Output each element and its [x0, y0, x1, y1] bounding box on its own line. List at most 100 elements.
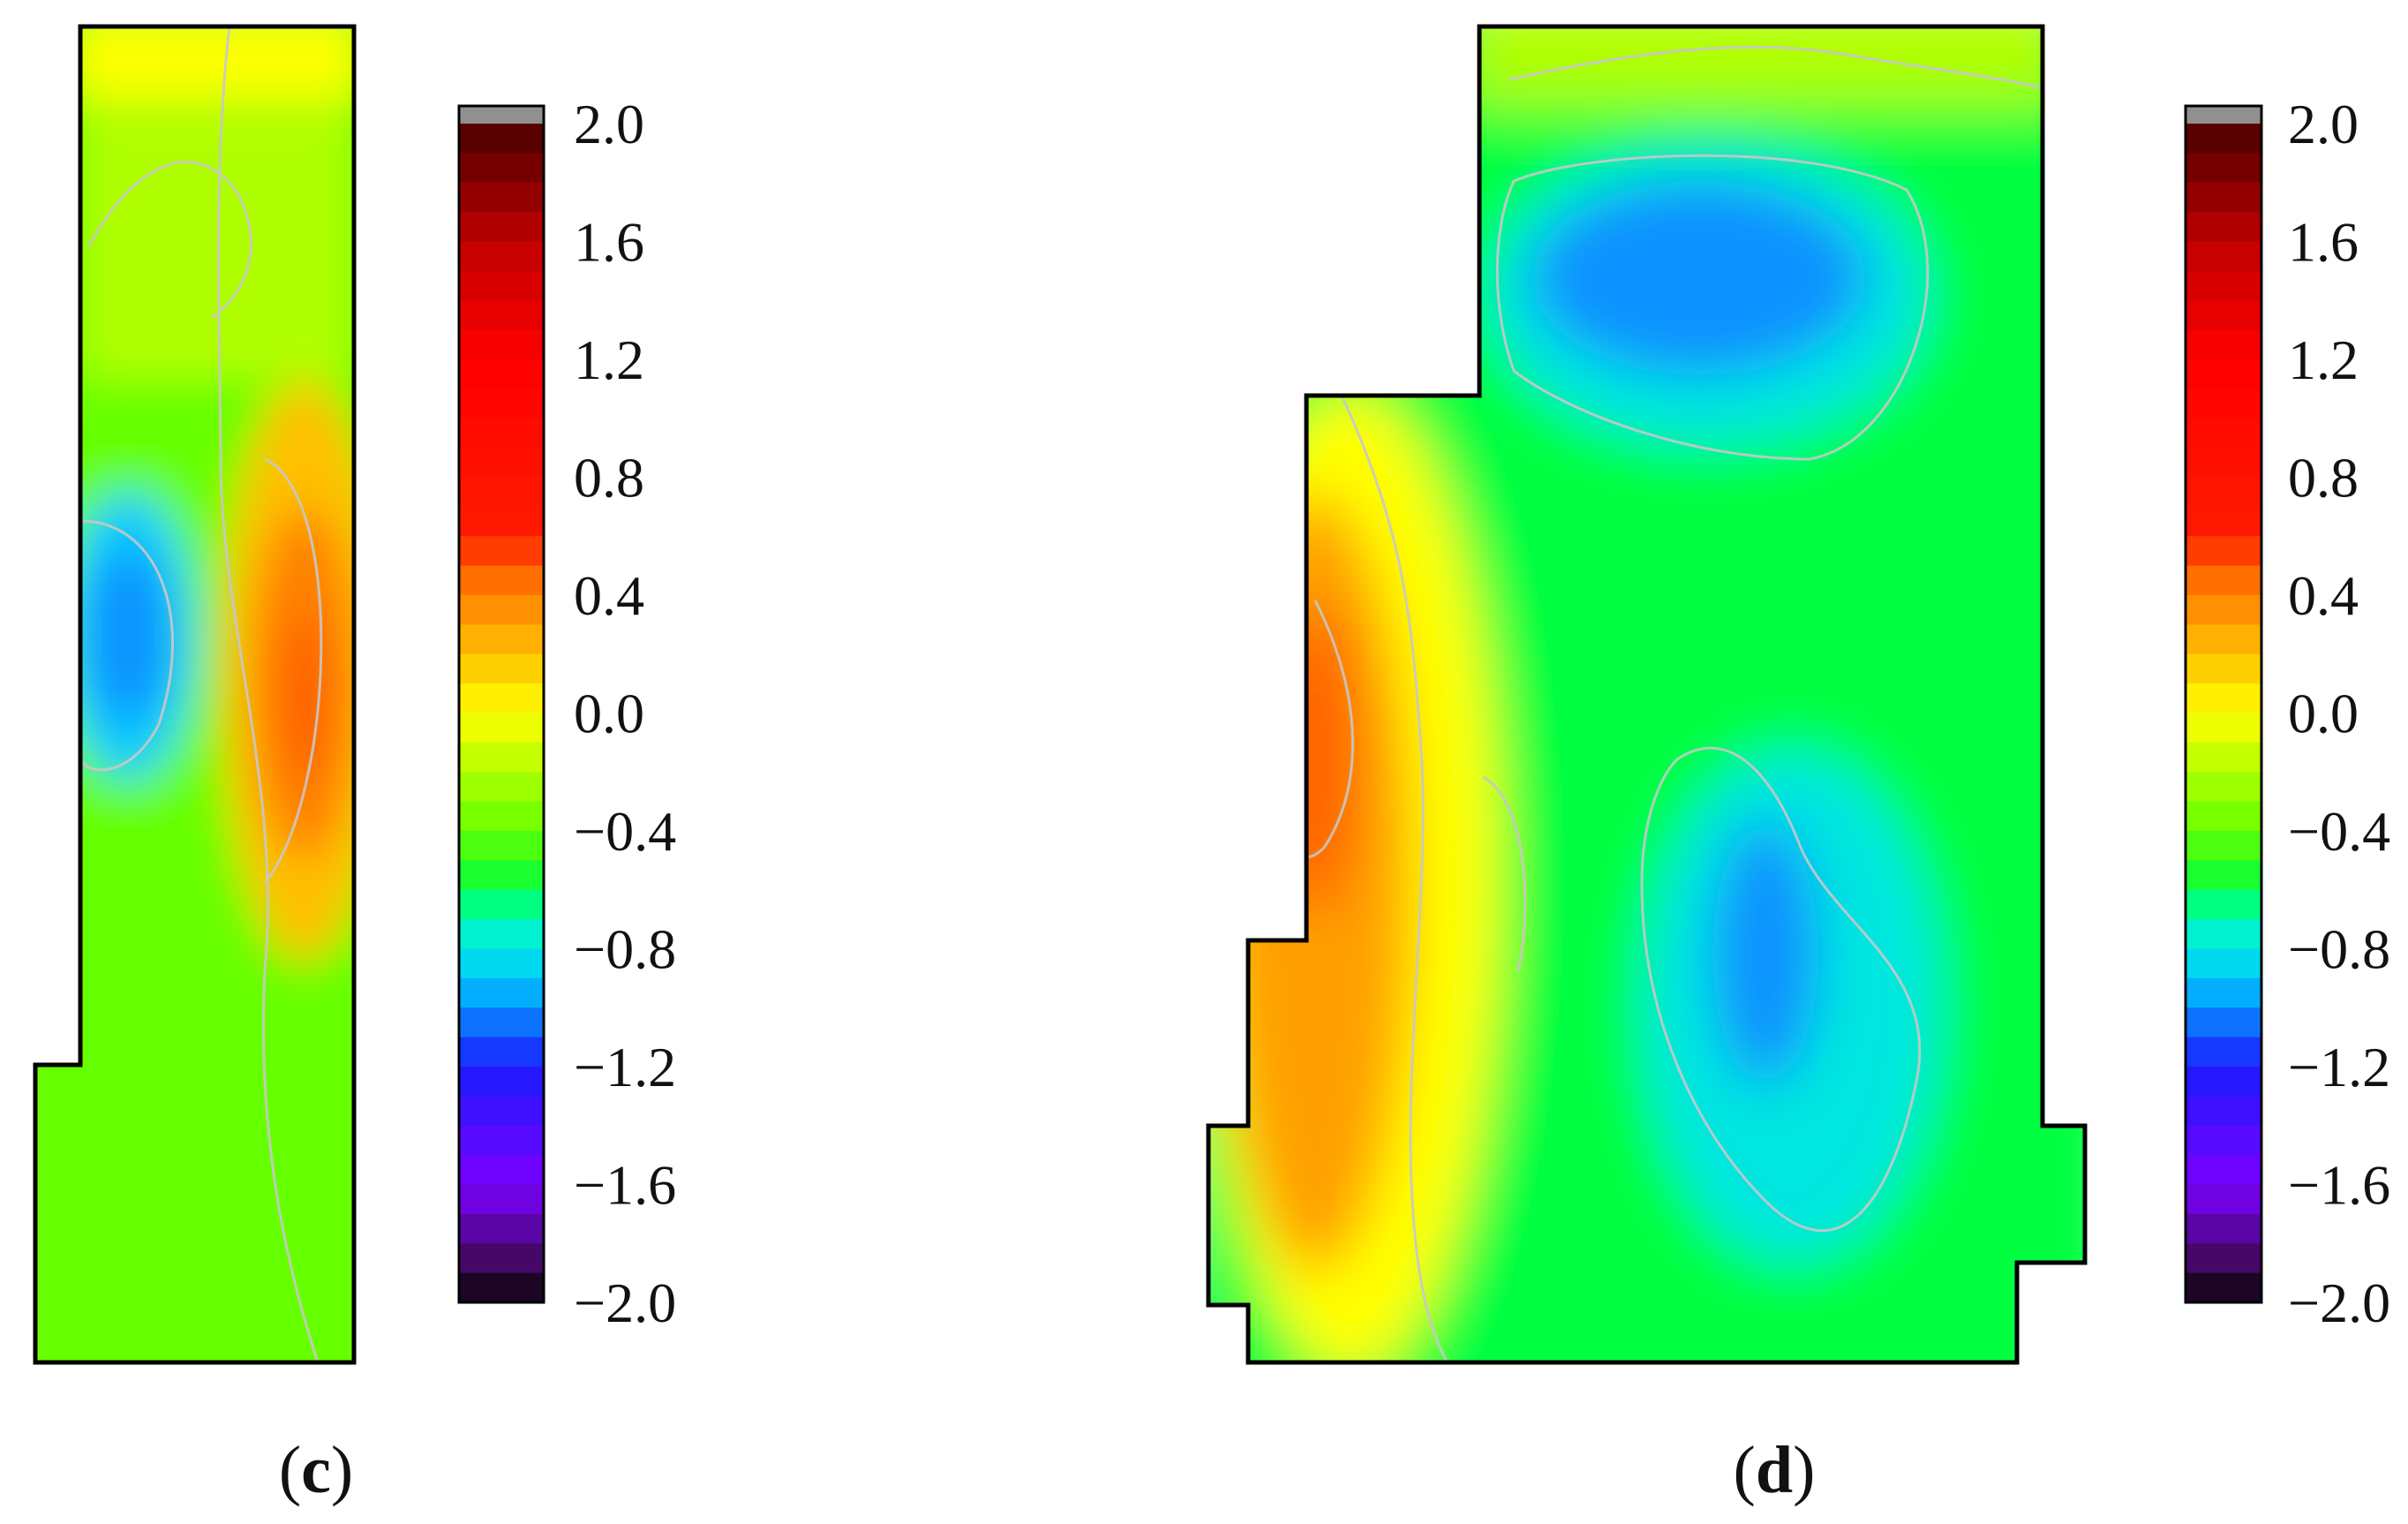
colorbar-step — [2186, 241, 2261, 272]
colorbar-step — [2186, 742, 2261, 773]
colorbar-step — [459, 801, 544, 832]
colorbar-step — [459, 329, 544, 360]
colorbar-step — [2186, 329, 2261, 360]
colorbar-step — [459, 418, 544, 449]
panel-c-tick-label: −1.2 — [574, 1036, 676, 1098]
panel-d-label: (d) — [1734, 1433, 1816, 1507]
panel-c-label: (c) — [279, 1433, 353, 1507]
panel-d-outline — [1206, 24, 2088, 1365]
colorbar-step — [459, 653, 544, 684]
colorbar-step — [459, 1067, 544, 1097]
colorbar-step — [459, 713, 544, 743]
colorbar-step — [459, 565, 544, 596]
colorbar-step — [459, 270, 544, 301]
colorbar-step — [459, 300, 544, 331]
panel-c: 2.0 1.6 1.2 0.8 0.4 0.0 −0.4 −0.8 −1.2 −… — [33, 24, 676, 1507]
colorbar-step — [2186, 1155, 2261, 1186]
colorbar-step — [2186, 1243, 2261, 1274]
panel-c-tick-label: 0.0 — [574, 683, 644, 745]
panel-c-tick-label: 0.4 — [574, 564, 644, 627]
colorbar-step — [459, 831, 544, 861]
panel-c-colorbar-overflow — [459, 106, 544, 124]
panel-c-tick-label: 1.6 — [574, 211, 644, 274]
panel-d-tick-label: 0.0 — [2288, 683, 2359, 745]
colorbar-step — [2186, 565, 2261, 596]
colorbar-step — [2186, 389, 2261, 419]
panel-d-tick-label: 1.2 — [2288, 328, 2359, 391]
colorbar-step — [459, 860, 544, 891]
colorbar-step — [459, 1184, 544, 1215]
colorbar-step — [2186, 153, 2261, 184]
panel-c-colorbar-ticks: 2.0 1.6 1.2 0.8 0.4 0.0 −0.4 −0.8 −1.2 −… — [574, 93, 676, 1334]
colorbar-step — [2186, 948, 2261, 979]
panel-d-region-3 — [1531, 181, 1867, 375]
colorbar-step — [2186, 1125, 2261, 1156]
colorbar-step — [459, 124, 544, 154]
colorbar-step — [459, 683, 544, 714]
panel-d-colorbar-ticks: 2.0 1.6 1.2 0.8 0.4 0.0 −0.4 −0.8 −1.2 −… — [2288, 93, 2390, 1334]
colorbar-step — [459, 624, 544, 655]
colorbar-step — [459, 506, 544, 537]
panel-d-tick-label: 2.0 — [2288, 93, 2359, 155]
colorbar-step — [2186, 1007, 2261, 1038]
colorbar-step — [2186, 889, 2261, 920]
colorbar-step — [2186, 1184, 2261, 1215]
panel-d-tick-label: −1.2 — [2288, 1036, 2390, 1098]
panel-d-colorbar: 2.0 1.6 1.2 0.8 0.4 0.0 −0.4 −0.8 −1.2 −… — [2184, 93, 2390, 1334]
colorbar-step — [459, 153, 544, 184]
colorbar-step — [459, 977, 544, 1008]
panel-d-tick-label: −1.6 — [2288, 1154, 2390, 1217]
colorbar-step — [459, 1037, 544, 1068]
colorbar-step — [459, 772, 544, 803]
colorbar-step — [2186, 595, 2261, 625]
colorbar-step — [459, 889, 544, 920]
panel-c-colorbar-steps — [459, 124, 544, 1303]
colorbar-step — [2186, 182, 2261, 213]
colorbar-step — [2186, 1272, 2261, 1303]
panel-c-tick-label: −0.8 — [574, 918, 676, 981]
colorbar-step — [459, 742, 544, 773]
colorbar-step — [459, 1096, 544, 1127]
colorbar-step — [459, 359, 544, 389]
panel-d-tick-label: −2.0 — [2288, 1271, 2390, 1334]
panel-c-tick-label: −1.6 — [574, 1154, 676, 1217]
panel-d-field — [1208, 26, 2085, 1362]
colorbar-step — [459, 212, 544, 243]
colorbar-step — [2186, 477, 2261, 508]
colorbar-step — [459, 1243, 544, 1274]
panel-c-letter: c — [301, 1433, 331, 1507]
panel-d-colorbar-overflow — [2186, 106, 2261, 124]
colorbar-step — [459, 1213, 544, 1244]
colorbar-step — [2186, 418, 2261, 449]
panel-d-tick-label: 0.8 — [2288, 447, 2359, 509]
panel-d-tick-label: −0.8 — [2288, 918, 2390, 981]
panel-c-tick-label: 0.8 — [574, 447, 644, 509]
panel-c-tick-label: 1.2 — [574, 328, 644, 391]
colorbar-step — [459, 919, 544, 950]
panel-d-region-8 — [1271, 600, 1359, 918]
colorbar-step — [2186, 860, 2261, 891]
colorbar-step — [2186, 831, 2261, 861]
colorbar-step — [459, 182, 544, 213]
panel-d-letter: d — [1756, 1433, 1793, 1507]
colorbar-step — [459, 448, 544, 479]
colorbar-step — [2186, 1067, 2261, 1097]
panel-c-tick-label: 2.0 — [574, 93, 644, 155]
panel-d-colorbar-frame — [2184, 104, 2263, 1304]
colorbar-step — [459, 389, 544, 419]
colorbar-step — [2186, 1096, 2261, 1127]
colorbar-step — [2186, 713, 2261, 743]
panel-c-region-7 — [280, 609, 329, 786]
panel-d-region-1 — [1465, 26, 2066, 106]
colorbar-step — [459, 536, 544, 567]
colorbar-step — [2186, 212, 2261, 243]
panel-d-tick-label: 1.6 — [2288, 211, 2359, 274]
colorbar-step — [2186, 801, 2261, 832]
colorbar-step — [2186, 1037, 2261, 1068]
panel-c-tick-label: −2.0 — [574, 1271, 676, 1334]
panel-d-tick-label: −0.4 — [2288, 800, 2390, 863]
panel-c-region-2 — [71, 26, 354, 97]
colorbar-step — [2186, 448, 2261, 479]
panel-c-isolines — [79, 26, 323, 1362]
